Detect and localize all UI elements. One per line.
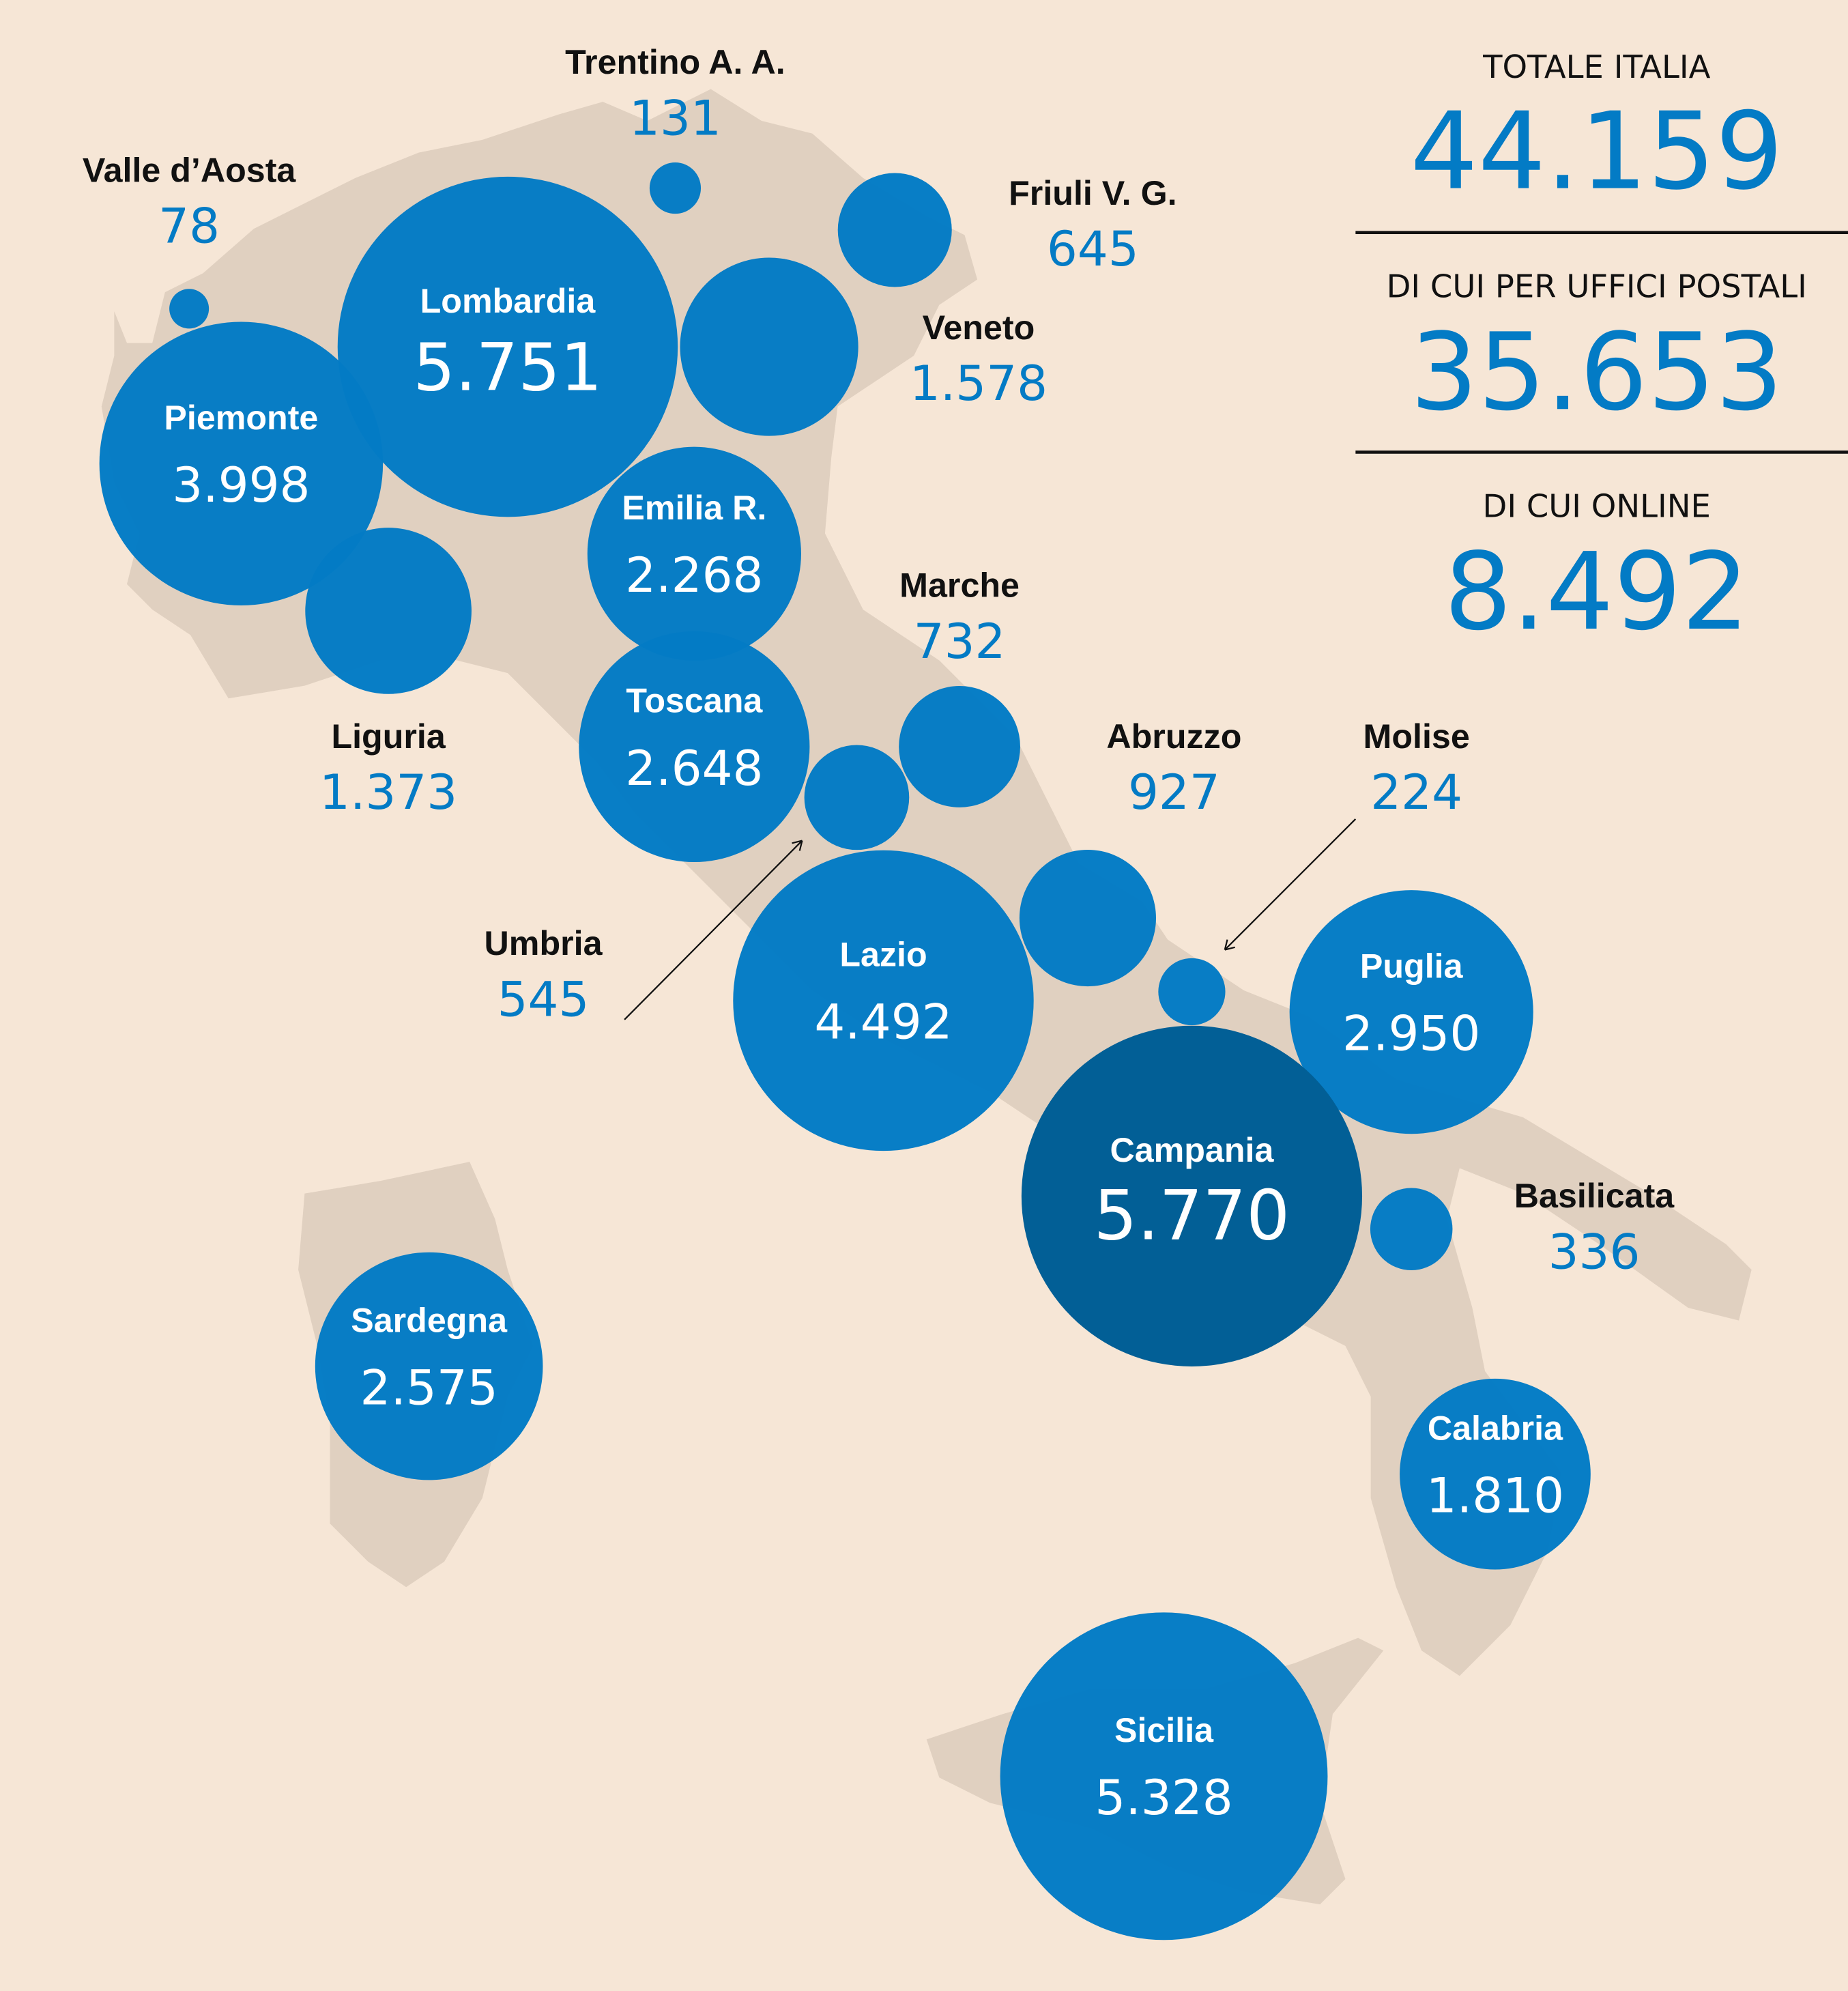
region-value-molise: 224 <box>1370 764 1462 820</box>
molise-leader-line <box>1224 818 1357 951</box>
bubble-lombardia <box>337 176 678 517</box>
bubble-basilicata <box>1370 1188 1453 1270</box>
bubble-emilia-r <box>587 446 801 661</box>
region-name-emilia-r: Emilia R. <box>622 489 766 527</box>
bubble-toscana <box>579 631 810 863</box>
summary-value-total: 44.159 <box>1410 89 1783 214</box>
bubble-calabria <box>1400 1378 1591 1570</box>
region-value-valle-d-aosta: 78 <box>158 198 220 255</box>
region-name-marche: Marche <box>899 566 1020 604</box>
region-name-friuli-v-g: Friuli V. G. <box>1009 174 1176 212</box>
bubble-valle-d-aosta <box>169 289 210 329</box>
region-value-lazio: 4.492 <box>814 994 952 1050</box>
bubble-lazio <box>733 850 1034 1151</box>
bubble-umbria <box>804 745 910 850</box>
summary-value-post-offices: 35.653 <box>1410 310 1783 434</box>
summary-label-total: TOTALE ITALIA <box>1482 48 1711 85</box>
region-labels: Valle d’Aosta 78 Trentino A. A. 131 Friuli V… <box>83 43 1675 1826</box>
region-value-abruzzo: 927 <box>1128 764 1220 820</box>
bubble-sardegna <box>315 1252 543 1480</box>
region-value-lombardia: 5.751 <box>414 328 603 405</box>
summary-panel: TOTALE ITALIA 44.159 DI CUI PER UFFICI P… <box>1355 48 1848 654</box>
molise-arrow-head-icon <box>1224 939 1235 951</box>
bubble-trentino-a-a <box>649 162 702 214</box>
region-value-calabria: 1.810 <box>1426 1467 1564 1523</box>
region-value-umbria: 545 <box>497 971 590 1027</box>
bubble-campania <box>1021 1025 1363 1366</box>
region-name-veneto: Veneto <box>923 309 1035 347</box>
region-value-piemonte: 3.998 <box>172 457 310 513</box>
bubble-sicilia <box>1000 1612 1328 1940</box>
summary-value-online: 8.492 <box>1444 530 1749 654</box>
bubble-veneto <box>680 257 858 436</box>
region-value-campania: 5.770 <box>1094 1176 1290 1256</box>
region-bubbles <box>99 162 1591 1940</box>
bubble-marche <box>899 686 1020 807</box>
region-value-trentino-a-a: 131 <box>629 89 721 146</box>
region-value-friuli-v-g: 645 <box>1047 220 1139 277</box>
region-name-umbria: Umbria <box>485 924 603 962</box>
region-name-sicilia: Sicilia <box>1114 1711 1214 1749</box>
bubble-piemonte <box>99 321 384 605</box>
region-value-emilia-r: 2.268 <box>625 547 763 603</box>
bubble-friuli-v-g <box>837 173 952 287</box>
umbria-arrow-head-icon <box>792 840 803 851</box>
region-value-liguria: 1.373 <box>319 764 457 820</box>
region-value-basilicata: 336 <box>1548 1223 1641 1280</box>
bubble-abruzzo <box>1019 849 1156 987</box>
region-value-marche: 732 <box>914 613 1006 670</box>
region-value-sicilia: 5.328 <box>1095 1769 1232 1826</box>
summary-label-online: DI CUI ONLINE <box>1483 487 1711 524</box>
region-name-campania: Campania <box>1110 1131 1274 1169</box>
region-name-toscana: Toscana <box>626 682 763 720</box>
region-value-puglia: 2.950 <box>1342 1005 1480 1061</box>
region-name-calabria: Calabria <box>1428 1409 1563 1447</box>
bubble-molise <box>1158 958 1226 1026</box>
region-name-puglia: Puglia <box>1360 947 1464 985</box>
region-value-sardegna: 2.575 <box>360 1359 498 1416</box>
summary-label-post-offices: DI CUI PER UFFICI POSTALI <box>1387 268 1807 305</box>
bubble-puglia <box>1289 890 1533 1134</box>
region-name-basilicata: Basilicata <box>1514 1177 1675 1215</box>
region-name-sardegna: Sardegna <box>351 1301 508 1339</box>
region-name-valle-d-aosta: Valle d’Aosta <box>83 151 297 189</box>
region-name-trentino-a-a: Trentino A. A. <box>565 43 785 81</box>
region-name-molise: Molise <box>1363 717 1470 756</box>
region-name-liguria: Liguria <box>331 717 446 756</box>
bubble-liguria <box>305 528 472 694</box>
region-value-veneto: 1.578 <box>910 355 1048 412</box>
region-name-piemonte: Piemonte <box>164 399 318 437</box>
region-name-abruzzo: Abruzzo <box>1106 717 1241 756</box>
region-value-toscana: 2.648 <box>625 740 763 797</box>
region-name-lombardia: Lombardia <box>420 282 596 320</box>
region-name-lazio: Lazio <box>839 936 927 974</box>
umbria-leader-line <box>624 840 803 1020</box>
